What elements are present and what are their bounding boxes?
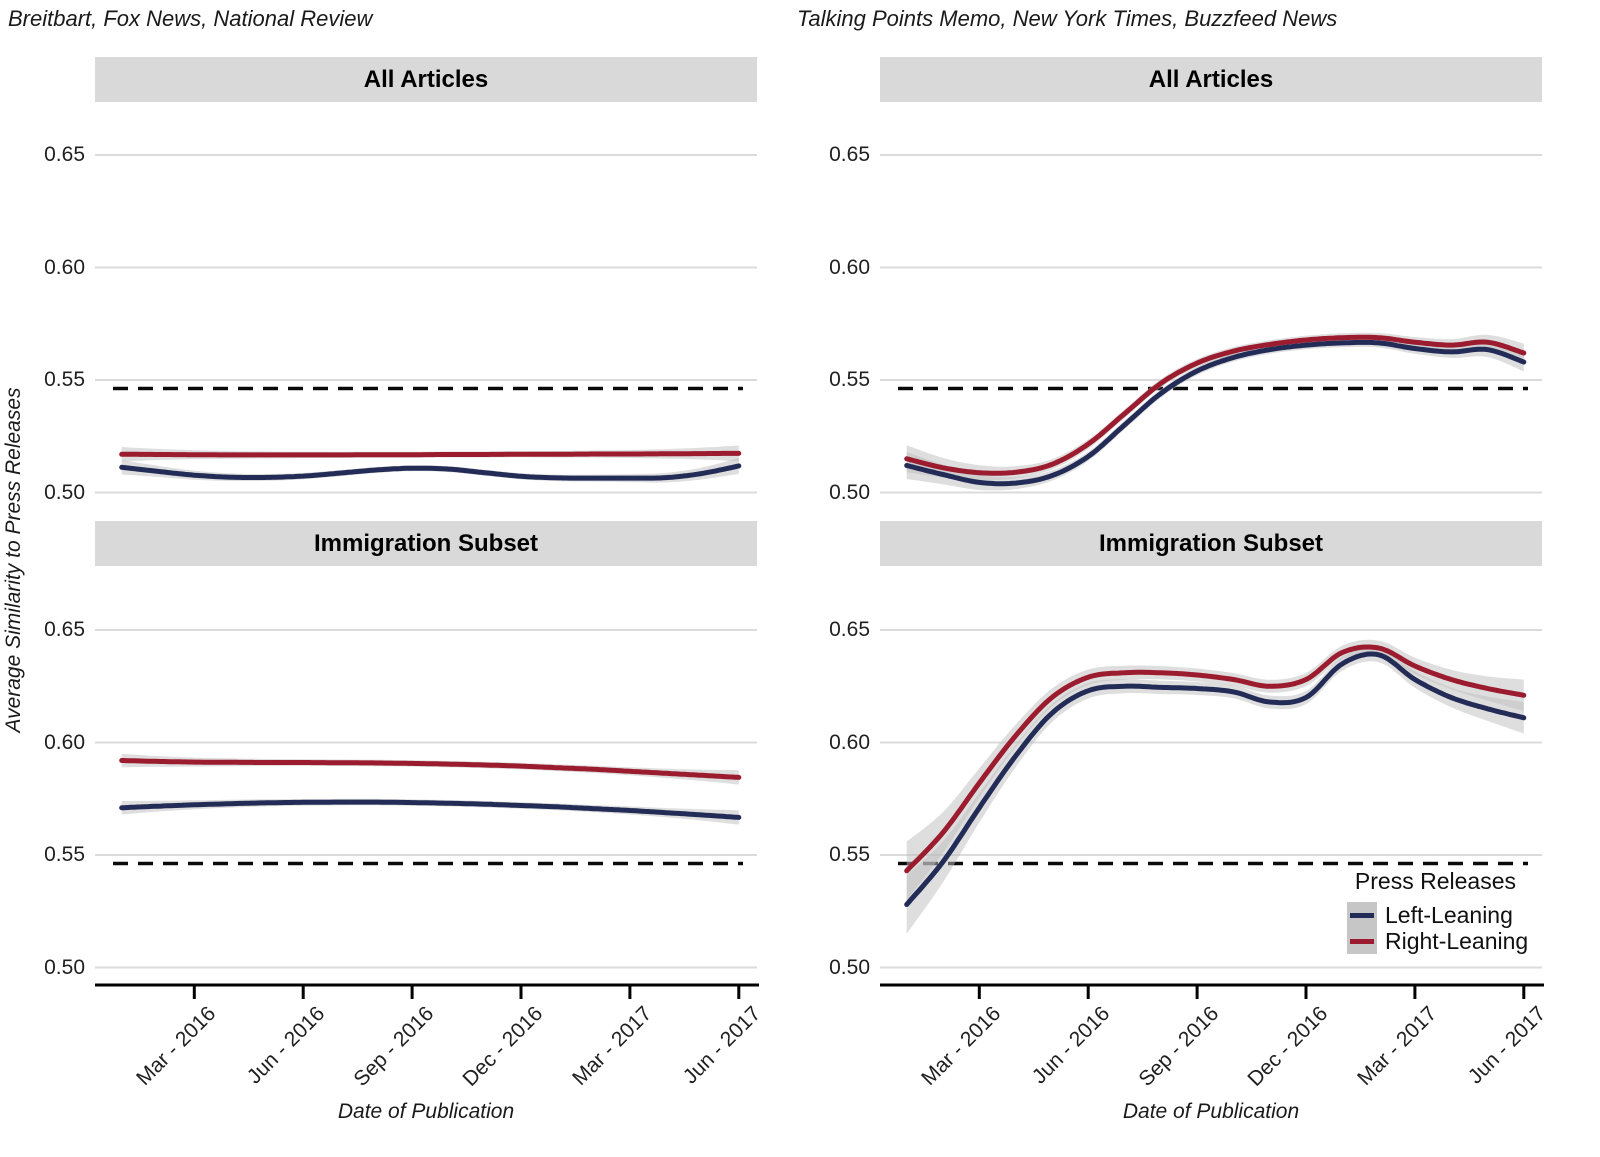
series-line-left-leaning bbox=[904, 339, 1527, 487]
legend-key-band-icon bbox=[1347, 902, 1377, 928]
facet-strip-immigration-right: Immigration Subset bbox=[880, 521, 1542, 566]
legend-key-band-icon bbox=[1347, 928, 1377, 954]
series-line-right-leaning bbox=[119, 758, 742, 780]
x-axis bbox=[880, 983, 1544, 999]
x-tick-label: Mar - 2017 bbox=[568, 1002, 657, 1091]
y-tick-label: 0.65 bbox=[44, 143, 85, 166]
panel-immigration-left bbox=[95, 566, 757, 985]
x-tick-label: Mar - 2016 bbox=[132, 1002, 221, 1091]
facet-strip-all-articles-left: All Articles bbox=[95, 57, 757, 102]
legend-item-right-leaning: Right-Leaning bbox=[1347, 928, 1528, 954]
series-line-right-leaning bbox=[904, 644, 1527, 874]
ci-ribbon bbox=[121, 798, 739, 825]
chart-canvas bbox=[95, 154, 757, 494]
chart-canvas bbox=[95, 629, 757, 969]
y-tick-label: 0.65 bbox=[829, 143, 870, 166]
x-tick-label: Mar - 2016 bbox=[917, 1002, 1006, 1091]
legend-key-line-right-icon bbox=[1350, 938, 1374, 944]
y-tick-label: 0.55 bbox=[44, 843, 85, 866]
x-tick-label: Sep - 2016 bbox=[1134, 1002, 1224, 1091]
legend-item-left-leaning: Left-Leaning bbox=[1347, 902, 1513, 928]
y-tick-label: 0.50 bbox=[829, 955, 870, 979]
facet-strip-all-articles-right: All Articles bbox=[880, 57, 1542, 102]
legend-item-label: Right-Leaning bbox=[1385, 927, 1529, 954]
series-line-left-leaning bbox=[119, 799, 742, 820]
y-tick-label: 0.60 bbox=[44, 730, 85, 754]
legend-key-line-left-icon bbox=[1350, 912, 1374, 918]
legend-item-label: Left-Leaning bbox=[1385, 901, 1513, 928]
x-axis-title-left: Date of Publication bbox=[337, 1100, 515, 1123]
y-tick-label: 0.60 bbox=[44, 255, 85, 279]
y-tick-label: 0.50 bbox=[829, 480, 870, 504]
x-tick-label: Jun - 2017 bbox=[678, 1002, 766, 1089]
facet-strip-immigration-left: Immigration Subset bbox=[95, 521, 757, 566]
series-line-right-leaning bbox=[119, 450, 742, 458]
ci-ribbon bbox=[121, 753, 739, 785]
x-tick-label: Jun - 2016 bbox=[243, 1002, 330, 1089]
right-column-title: Talking Points Memo, New York Times, Buz… bbox=[797, 6, 1338, 31]
left-column-title: Breitbart, Fox News, National Review bbox=[8, 6, 373, 31]
series-line-right-leaning bbox=[904, 334, 1527, 476]
x-tick-label: Dec - 2016 bbox=[1243, 1002, 1333, 1091]
y-tick-label: 0.55 bbox=[829, 368, 870, 391]
y-tick-label: 0.50 bbox=[44, 480, 85, 504]
panel-immigration-right bbox=[880, 566, 1542, 985]
x-axis-title-right: Date of Publication bbox=[1122, 1100, 1300, 1123]
chart-canvas bbox=[880, 629, 1542, 969]
y-tick-label: 0.65 bbox=[829, 618, 870, 641]
panel-all-articles-right bbox=[880, 103, 1542, 515]
series-line-left-leaning bbox=[904, 651, 1527, 907]
y-tick-label: 0.60 bbox=[829, 255, 870, 279]
y-tick-label: 0.60 bbox=[829, 730, 870, 754]
y-tick-label: 0.50 bbox=[44, 955, 85, 979]
ci-ribbon bbox=[906, 332, 1524, 481]
x-tick-label: Jun - 2016 bbox=[1028, 1002, 1115, 1089]
x-tick-label: Jun - 2017 bbox=[1463, 1002, 1551, 1089]
x-axis bbox=[95, 983, 759, 999]
x-tick-label: Sep - 2016 bbox=[349, 1002, 439, 1091]
x-tick-label: Mar - 2017 bbox=[1353, 1002, 1442, 1091]
chart-canvas bbox=[880, 154, 1542, 494]
x-tick-label: Dec - 2016 bbox=[458, 1002, 548, 1091]
y-tick-label: 0.55 bbox=[829, 843, 870, 866]
legend-title: Press Releases bbox=[1354, 868, 1516, 894]
panel-all-articles-left bbox=[95, 103, 757, 515]
y-tick-label: 0.65 bbox=[44, 618, 85, 641]
series-line-left-leaning bbox=[119, 463, 742, 481]
y-tick-label: 0.55 bbox=[44, 368, 85, 391]
